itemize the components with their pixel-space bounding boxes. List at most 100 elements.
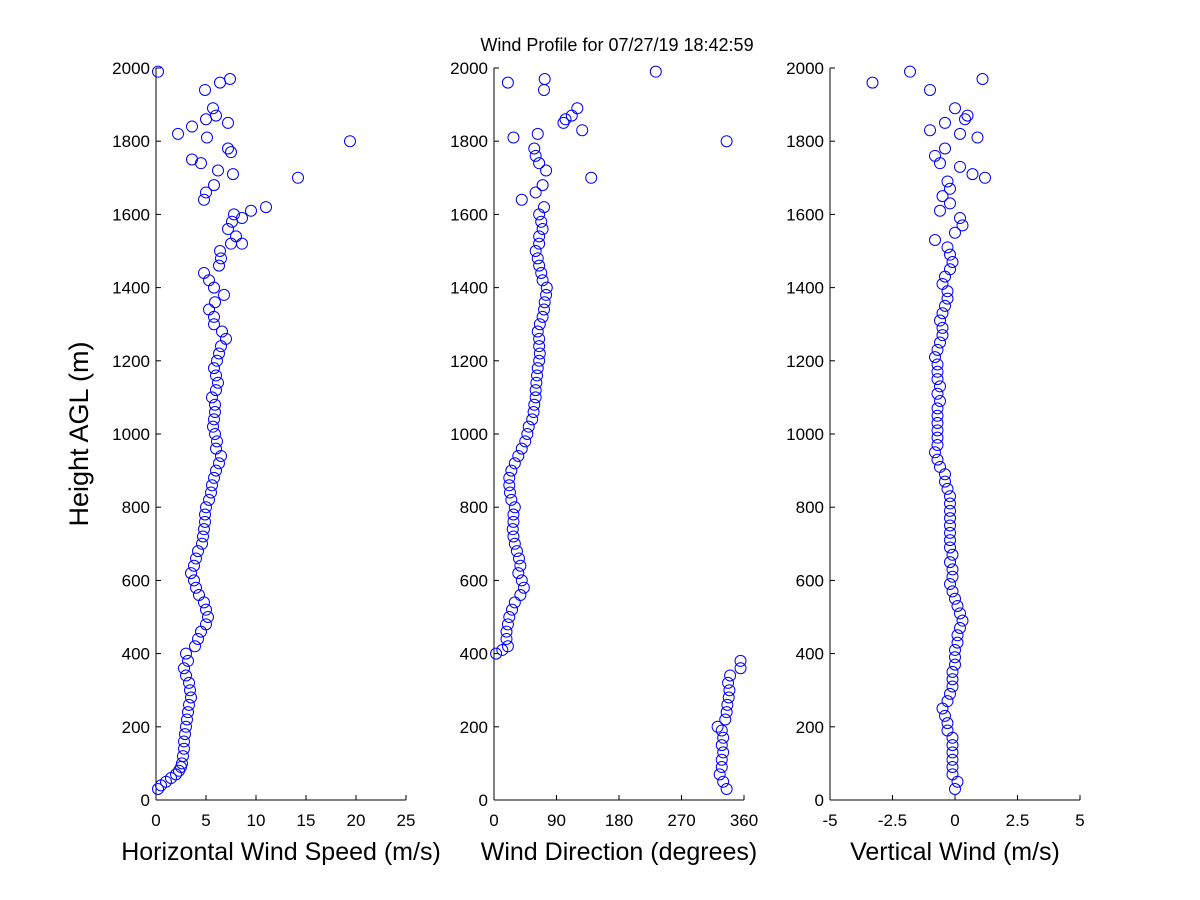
y-tick-label: 1400 bbox=[786, 279, 824, 298]
point bbox=[209, 406, 221, 419]
point bbox=[513, 552, 525, 565]
point bbox=[720, 706, 733, 719]
point bbox=[941, 695, 954, 708]
point bbox=[192, 545, 204, 558]
point bbox=[206, 391, 218, 404]
point bbox=[501, 76, 514, 89]
point bbox=[517, 581, 530, 594]
figure-title: Wind Profile for 07/27/19 18:42:59 bbox=[480, 35, 753, 55]
point bbox=[203, 493, 215, 506]
point bbox=[207, 420, 219, 433]
point bbox=[946, 746, 959, 759]
x-tick-label: 2.5 bbox=[1006, 811, 1030, 830]
point bbox=[944, 556, 956, 569]
point bbox=[225, 146, 237, 159]
point bbox=[196, 537, 208, 550]
point bbox=[941, 241, 954, 254]
point bbox=[931, 424, 944, 437]
point bbox=[946, 665, 959, 678]
point bbox=[966, 168, 979, 181]
point bbox=[199, 508, 211, 521]
point bbox=[503, 486, 516, 499]
point bbox=[531, 252, 544, 265]
point bbox=[183, 676, 195, 689]
point bbox=[344, 135, 356, 148]
point bbox=[222, 223, 234, 236]
point bbox=[559, 113, 572, 126]
point bbox=[527, 406, 540, 419]
point bbox=[199, 83, 211, 96]
point bbox=[186, 120, 198, 133]
point bbox=[931, 431, 944, 444]
point bbox=[186, 153, 198, 166]
point bbox=[536, 223, 549, 236]
point bbox=[944, 526, 956, 539]
point bbox=[941, 717, 954, 730]
point bbox=[531, 325, 544, 338]
point bbox=[178, 735, 190, 748]
point bbox=[540, 281, 553, 294]
point bbox=[934, 336, 946, 349]
point bbox=[941, 724, 954, 737]
point bbox=[956, 219, 969, 232]
y-tick-label: 1200 bbox=[450, 352, 488, 371]
y-tick-label: 1200 bbox=[786, 352, 824, 371]
point bbox=[216, 325, 228, 338]
x-tick-label: 25 bbox=[397, 811, 416, 830]
point bbox=[536, 274, 549, 287]
point bbox=[211, 354, 223, 367]
point bbox=[719, 713, 732, 726]
point bbox=[199, 515, 211, 528]
point bbox=[531, 127, 544, 140]
point bbox=[506, 523, 519, 536]
point bbox=[949, 592, 961, 605]
point bbox=[152, 65, 164, 78]
point bbox=[501, 618, 514, 631]
point bbox=[939, 475, 951, 488]
y-tick-label: 1400 bbox=[450, 279, 488, 298]
point bbox=[190, 552, 202, 565]
x-tick-label: 0 bbox=[151, 811, 160, 830]
point bbox=[649, 65, 662, 78]
point bbox=[500, 632, 513, 645]
x-axis-label: Wind Direction (degrees) bbox=[481, 838, 758, 866]
point bbox=[946, 255, 959, 268]
point bbox=[533, 318, 546, 331]
point bbox=[515, 193, 528, 206]
point bbox=[946, 673, 959, 686]
point bbox=[949, 226, 961, 239]
point bbox=[228, 208, 240, 221]
point bbox=[929, 351, 941, 364]
point bbox=[576, 124, 589, 137]
point bbox=[941, 175, 954, 188]
point bbox=[180, 720, 192, 733]
point bbox=[979, 171, 991, 184]
x-tick-label: 270 bbox=[667, 811, 695, 830]
point bbox=[722, 676, 735, 689]
x-axis-label: Vertical Wind (m/s) bbox=[850, 838, 1060, 866]
point bbox=[180, 669, 192, 682]
point bbox=[533, 259, 546, 272]
point bbox=[507, 508, 520, 521]
y-axis-label: Height AGL (m) bbox=[64, 341, 94, 526]
point bbox=[201, 131, 213, 144]
y-tick-label: 800 bbox=[122, 498, 150, 517]
point bbox=[178, 742, 190, 755]
point bbox=[522, 420, 535, 433]
point bbox=[222, 142, 234, 155]
point bbox=[951, 600, 964, 613]
y-tick-label: 1400 bbox=[112, 279, 150, 298]
x-tick-label: 0 bbox=[489, 811, 498, 830]
point bbox=[292, 171, 304, 184]
point bbox=[533, 340, 546, 353]
point bbox=[949, 643, 961, 656]
point bbox=[180, 647, 192, 660]
y-tick-label: 200 bbox=[122, 718, 150, 737]
point bbox=[519, 435, 532, 448]
point bbox=[218, 288, 230, 301]
point bbox=[179, 728, 191, 741]
point bbox=[209, 296, 221, 309]
point bbox=[944, 197, 956, 210]
point bbox=[507, 131, 520, 144]
point bbox=[181, 713, 193, 726]
